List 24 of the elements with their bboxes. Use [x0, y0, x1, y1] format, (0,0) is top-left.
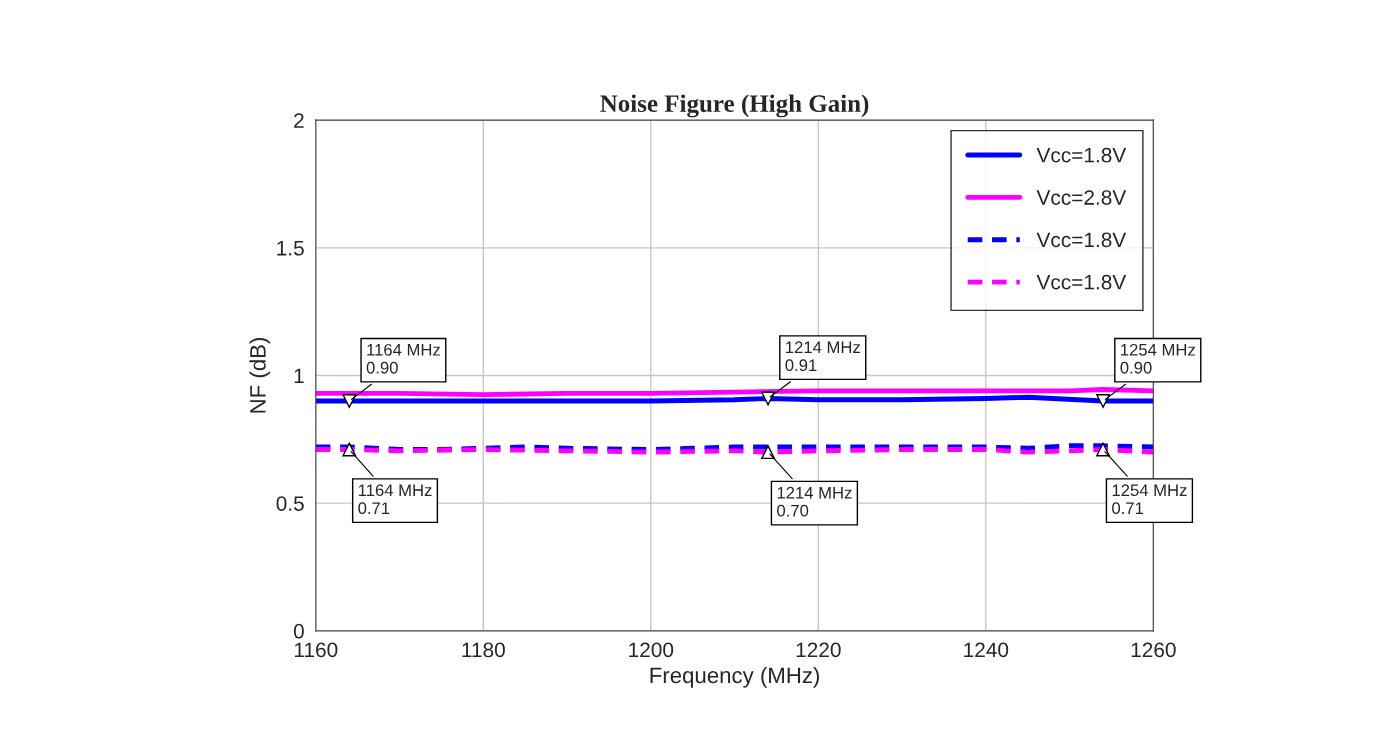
annotation: 1214 MHz 0.70: [777, 486, 852, 517]
legend-label: Vcc=1.8V: [1036, 147, 1127, 163]
y-axis-title: NF (dB): [249, 337, 271, 413]
x-tick-label: 1240: [964, 642, 1009, 658]
annotation: 1254 MHz 0.90: [1120, 343, 1195, 374]
x-tick-label: 1160: [294, 642, 338, 658]
x-tick-label: 1200: [629, 642, 674, 658]
annotation: 1214 MHz 0.91: [785, 341, 860, 372]
x-tick-label: 1180: [462, 642, 505, 658]
x-tick-label: 1260: [1131, 642, 1176, 658]
legend-label: Vcc=2.8V: [1036, 190, 1127, 205]
annotation: 1254 MHz 0.71: [1112, 484, 1187, 515]
y-tick-label: 0.5: [276, 496, 304, 511]
x-tick-label: 1220: [796, 642, 841, 658]
annotation: 1164 MHz 0.90: [366, 343, 440, 374]
y-tick-label: 1: [294, 368, 304, 384]
annotation: 1164 MHz 0.71: [358, 484, 432, 515]
legend-label: Vcc=1.8V: [1036, 232, 1127, 248]
y-tick-label: 1.5: [277, 241, 304, 256]
legend-label: Vcc=1.8V: [1036, 274, 1127, 290]
y-tick-label: 0: [293, 623, 304, 639]
x-axis-title: Frequency (MHz): [650, 666, 819, 688]
y-tick-label: 2: [294, 113, 304, 128]
chart-title: Noise Figure (High Gain): [600, 94, 869, 118]
